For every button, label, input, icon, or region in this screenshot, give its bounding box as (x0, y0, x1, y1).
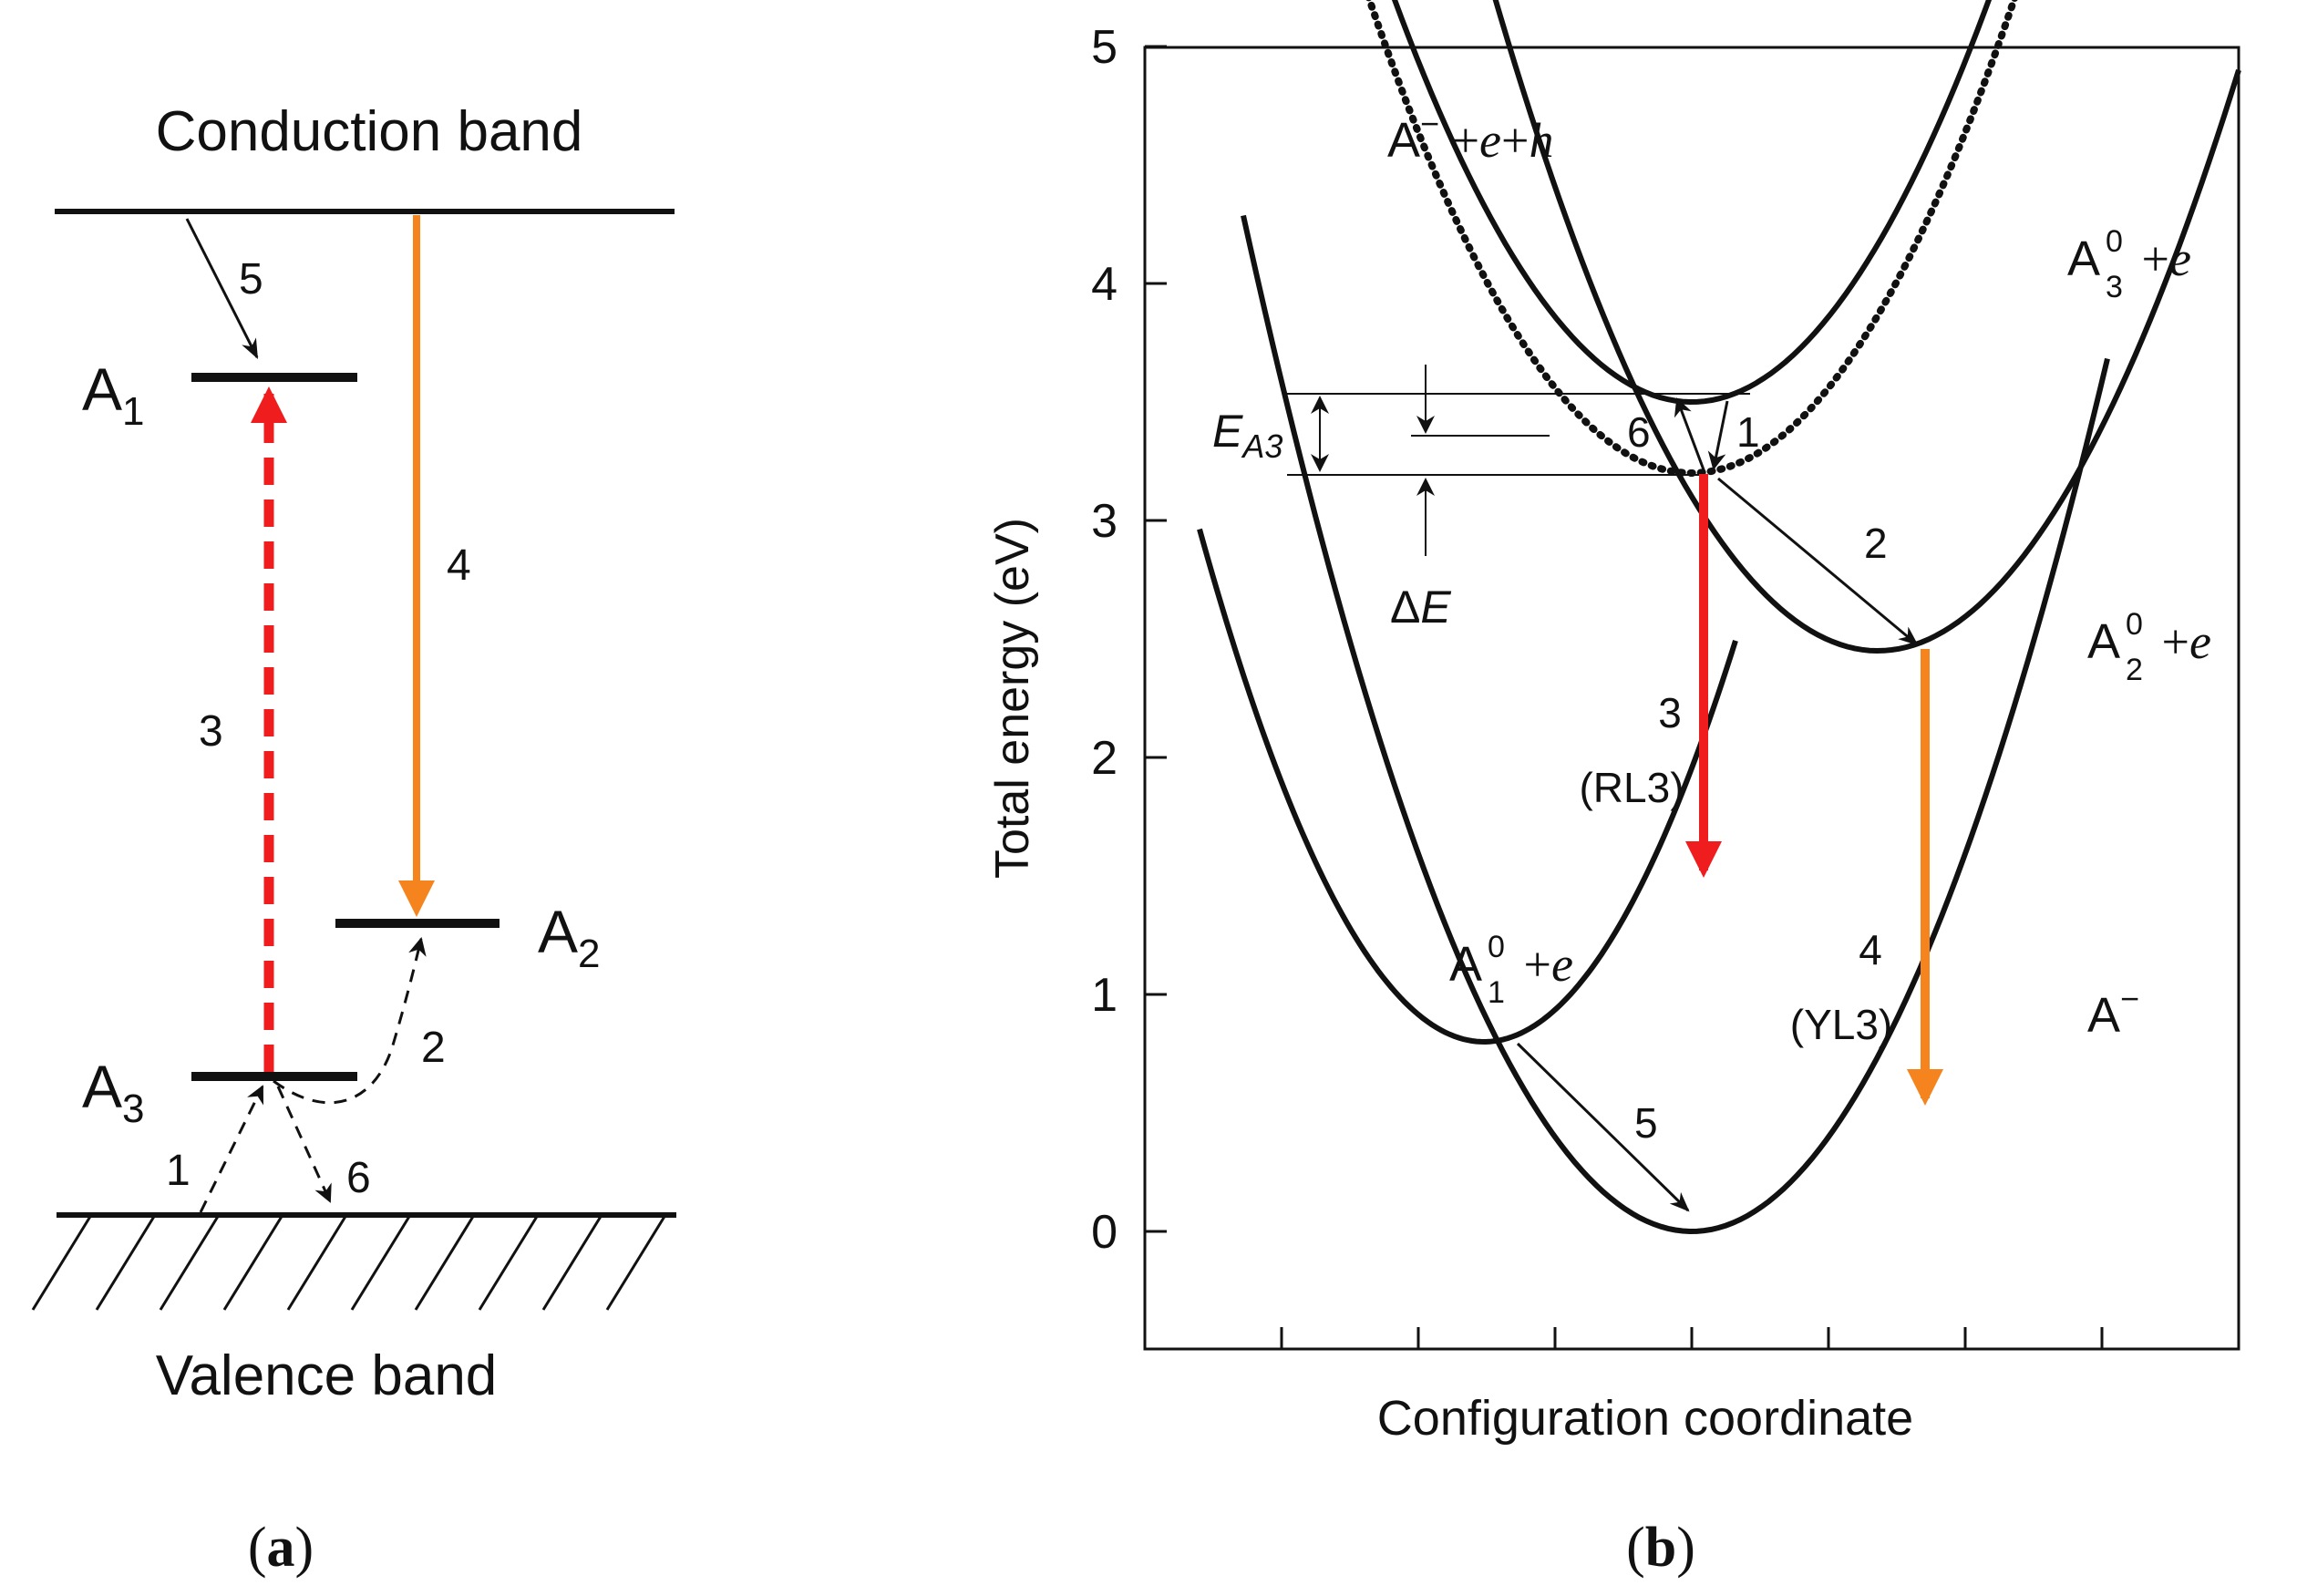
y-tick-label: 4 (1091, 258, 1118, 311)
valence-band-hatching (31, 1214, 667, 1311)
transition-1-label: 1 (166, 1147, 191, 1195)
transition-3-label-b: 3 (1658, 689, 1682, 736)
level-a2-label: A2 (538, 898, 601, 976)
y-tick-label: 1 (1091, 969, 1118, 1022)
curve-3 (1492, 0, 2241, 654)
transition-6-label-b: 6 (1627, 408, 1651, 456)
transition-3-name-b: (RL3) (1579, 764, 1684, 811)
curves (1197, 0, 2241, 1235)
transition-2-arrow (273, 937, 427, 1105)
transition-4-label: 4 (447, 541, 471, 590)
y-tick-label: 3 (1091, 495, 1118, 548)
transition-6-arrow-b (1674, 397, 1706, 473)
delta-e-label: ΔE (1390, 582, 1451, 633)
transition-2-label: 2 (421, 1024, 446, 1072)
transition-5-arrow-b (1516, 1042, 1690, 1212)
x-axis (1280, 1327, 2104, 1349)
y-tick-label: 0 (1091, 1206, 1118, 1259)
transition-5-label-b: 5 (1634, 1099, 1658, 1147)
transition-1-arrow-b (1707, 400, 1729, 470)
caption-a: (a) (248, 1517, 314, 1579)
curve-label-a-minus-e-h: A− +e+h (1387, 105, 1553, 168)
transition-4-name-b: (YL3) (1790, 1001, 1892, 1048)
panel-b: 0 1 2 3 4 5 Total energy (eV) Configuration c… (986, 0, 2241, 1579)
transition-6-label: 6 (346, 1154, 371, 1202)
y-tick-label: 2 (1091, 732, 1118, 785)
y-axis: 0 1 2 3 4 5 (1091, 21, 1167, 1259)
energy-annotation (1283, 365, 1750, 556)
panel-a: Conduction band Valence band A1 A2 A3 5 (31, 100, 676, 1579)
transition-3-label: 3 (199, 707, 223, 756)
y-tick-label: 5 (1091, 21, 1118, 74)
level-a3-label: A3 (82, 1053, 145, 1131)
x-axis-label: Configuration coordinate (1377, 1391, 1913, 1446)
curve-label-a-minus: A− (2087, 980, 2139, 1043)
level-a1-label: A1 (82, 355, 145, 434)
conduction-band-label: Conduction band (156, 100, 583, 163)
valence-band-label: Valence band (156, 1344, 498, 1407)
transition-1-label-b: 1 (1736, 408, 1760, 456)
e-a3-label: EA3 (1212, 406, 1282, 465)
transition-5-arrow (185, 218, 259, 359)
transition-6-arrow (276, 1086, 332, 1203)
curve-5 (1241, 214, 2110, 1235)
caption-b: (b) (1626, 1517, 1695, 1579)
transition-2-arrow-b (1717, 477, 1919, 646)
transition-5-label: 5 (239, 255, 263, 304)
curve-4 (1197, 528, 1738, 1045)
curve-1 (1391, 0, 1993, 406)
y-axis-label: Total energy (eV) (986, 518, 1039, 879)
transition-1-arrow (199, 1085, 264, 1213)
transition-2-label-b: 2 (1864, 520, 1888, 567)
transition-4-label-b: 4 (1859, 926, 1882, 973)
curve-2 (1365, 0, 2018, 478)
